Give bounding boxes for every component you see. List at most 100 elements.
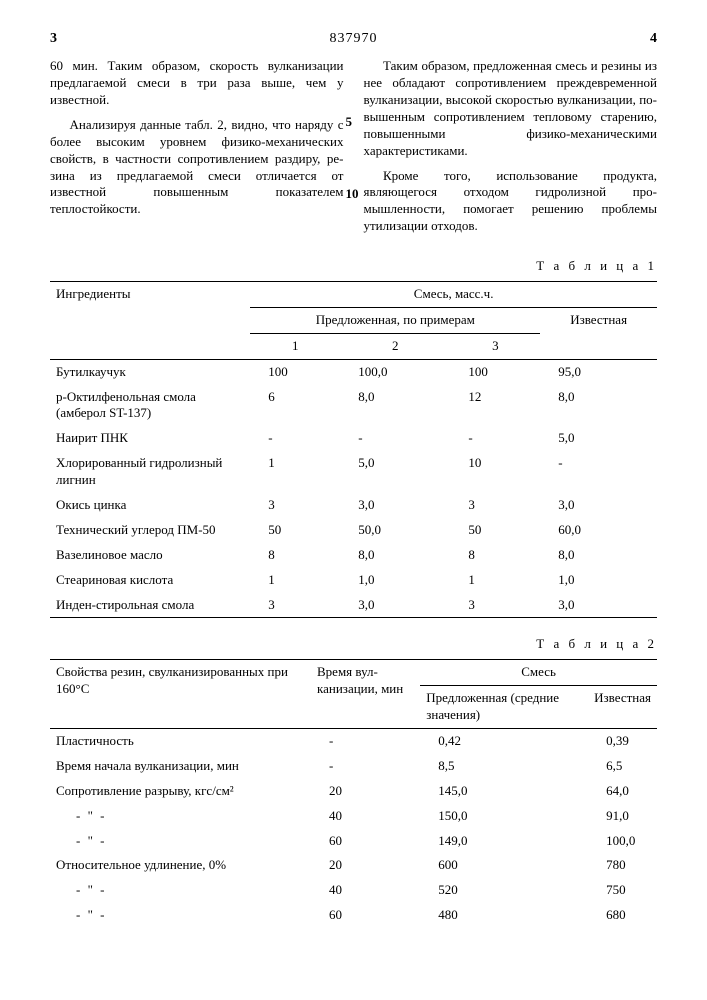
th-known: Известная <box>540 307 657 359</box>
cell-v4: 3,0 <box>540 593 657 618</box>
table-row: Сопротивление разрыву, кгс/см²20145,064,… <box>50 779 657 804</box>
cell-v1: 100 <box>250 359 340 384</box>
paragraph: Таким образом, предложенная смесь и рези… <box>364 58 658 159</box>
cell-v2: 50,0 <box>340 518 450 543</box>
cell-v4: 1,0 <box>540 568 657 593</box>
th-known: Известная <box>588 686 657 729</box>
th-mix: Смесь <box>420 660 657 686</box>
cell-v2: 6,5 <box>588 754 657 779</box>
cell-v2: 3,0 <box>340 493 450 518</box>
page-num-left: 3 <box>50 30 57 48</box>
right-column: 5 10 Таким образом, предложенная смесь и… <box>364 58 658 243</box>
cell-v4: 95,0 <box>540 359 657 384</box>
cell-name: Вазелиновое масло <box>50 543 250 568</box>
table2-label: Т а б л и ц а 2 <box>50 636 657 653</box>
page-num-right: 4 <box>650 30 657 48</box>
table1: Ингредиенты Смесь, масс.ч. Предложенная,… <box>50 281 657 618</box>
cell-name: Стеариновая кислота <box>50 568 250 593</box>
cell-time: 40 <box>311 878 420 903</box>
cell-name: Относительное удлинение, 0% <box>50 853 311 878</box>
cell-v1: 8,5 <box>420 754 588 779</box>
cell-name: Окись цинка <box>50 493 250 518</box>
cell-v1: 520 <box>420 878 588 903</box>
cell-v4: - <box>540 451 657 493</box>
cell-v2: 8,0 <box>340 385 450 427</box>
table-row: Бутилкаучук100100,010095,0 <box>50 359 657 384</box>
cell-v3: 50 <box>450 518 540 543</box>
cell-v2: 8,0 <box>340 543 450 568</box>
th-col2: 2 <box>340 333 450 359</box>
cell-v1: 149,0 <box>420 829 588 854</box>
cell-v1: 6 <box>250 385 340 427</box>
table-row: Окись цинка33,033,0 <box>50 493 657 518</box>
cell-time: 40 <box>311 804 420 829</box>
table-row: Пластичность-0,420,39 <box>50 729 657 754</box>
cell-v2: 64,0 <box>588 779 657 804</box>
table-row: p-Октилфенольная смола (амберол ST-137)6… <box>50 385 657 427</box>
cell-v2: 1,0 <box>340 568 450 593</box>
cell-v2: 780 <box>588 853 657 878</box>
cell-name: - " - <box>50 829 311 854</box>
left-column: 60 мин. Таким образом, скорость вул­кани… <box>50 58 344 243</box>
th-mix: Смесь, масс.ч. <box>250 281 657 307</box>
line-number: 5 <box>346 114 353 131</box>
cell-v4: 60,0 <box>540 518 657 543</box>
paragraph: Кроме того, использование продукта, явля… <box>364 168 658 236</box>
cell-name: - " - <box>50 878 311 903</box>
cell-v1: 150,0 <box>420 804 588 829</box>
cell-v1: 0,42 <box>420 729 588 754</box>
cell-name: Хлорированный гидро­лизный лигнин <box>50 451 250 493</box>
th-col3: 3 <box>450 333 540 359</box>
table-row: - " -60480680 <box>50 903 657 928</box>
table-row: Стеариновая кислота11,011,0 <box>50 568 657 593</box>
cell-v3: 12 <box>450 385 540 427</box>
line-number: 10 <box>346 186 359 203</box>
document-number: 837970 <box>330 30 378 48</box>
cell-v1: - <box>250 426 340 451</box>
cell-v3: - <box>450 426 540 451</box>
cell-v4: 8,0 <box>540 385 657 427</box>
th-property: Свойства резин, свулканизиро­ванных при … <box>50 660 311 729</box>
table2: Свойства резин, свулканизиро­ванных при … <box>50 659 657 928</box>
th-col1: 1 <box>250 333 340 359</box>
th-proposed: Предложенная, по примерам <box>250 307 540 333</box>
cell-v3: 10 <box>450 451 540 493</box>
table-row: Технический угле­род ПМ-505050,05060,0 <box>50 518 657 543</box>
table-row: Время начала вулканизации, мин-8,56,5 <box>50 754 657 779</box>
cell-name: Сопротивление разрыву, кгс/см² <box>50 779 311 804</box>
cell-v2: 680 <box>588 903 657 928</box>
cell-v1: 50 <box>250 518 340 543</box>
cell-v2: 5,0 <box>340 451 450 493</box>
cell-name: Наирит ПНК <box>50 426 250 451</box>
cell-name: Бутилкаучук <box>50 359 250 384</box>
cell-v3: 1 <box>450 568 540 593</box>
cell-v1: 1 <box>250 451 340 493</box>
cell-v4: 3,0 <box>540 493 657 518</box>
cell-name: p-Октилфенольная смола (амберол ST-137) <box>50 385 250 427</box>
cell-name: Время начала вулканизации, мин <box>50 754 311 779</box>
paragraph: Анализируя данные табл. 2, видно, что на… <box>50 117 344 218</box>
cell-v1: 145,0 <box>420 779 588 804</box>
th-time: Время вул­канизации, мин <box>311 660 420 729</box>
table-row: - " -60149,0100,0 <box>50 829 657 854</box>
cell-v2: 750 <box>588 878 657 903</box>
table-row: - " -40520750 <box>50 878 657 903</box>
cell-name: Пластичность <box>50 729 311 754</box>
cell-v3: 8 <box>450 543 540 568</box>
cell-name: - " - <box>50 903 311 928</box>
cell-v3: 3 <box>450 593 540 618</box>
cell-v1: 8 <box>250 543 340 568</box>
cell-v4: 5,0 <box>540 426 657 451</box>
cell-v2: 100,0 <box>340 359 450 384</box>
cell-time: 20 <box>311 853 420 878</box>
cell-v2: 0,39 <box>588 729 657 754</box>
paragraph: 60 мин. Таким образом, скорость вул­кани… <box>50 58 344 109</box>
cell-v1: 3 <box>250 493 340 518</box>
cell-v1: 3 <box>250 593 340 618</box>
cell-time: 60 <box>311 903 420 928</box>
table-row: - " -40150,091,0 <box>50 804 657 829</box>
cell-v1: 1 <box>250 568 340 593</box>
table-row: Наирит ПНК---5,0 <box>50 426 657 451</box>
cell-name: - " - <box>50 804 311 829</box>
th-proposed: Предложенная (средние зна­чения) <box>420 686 588 729</box>
